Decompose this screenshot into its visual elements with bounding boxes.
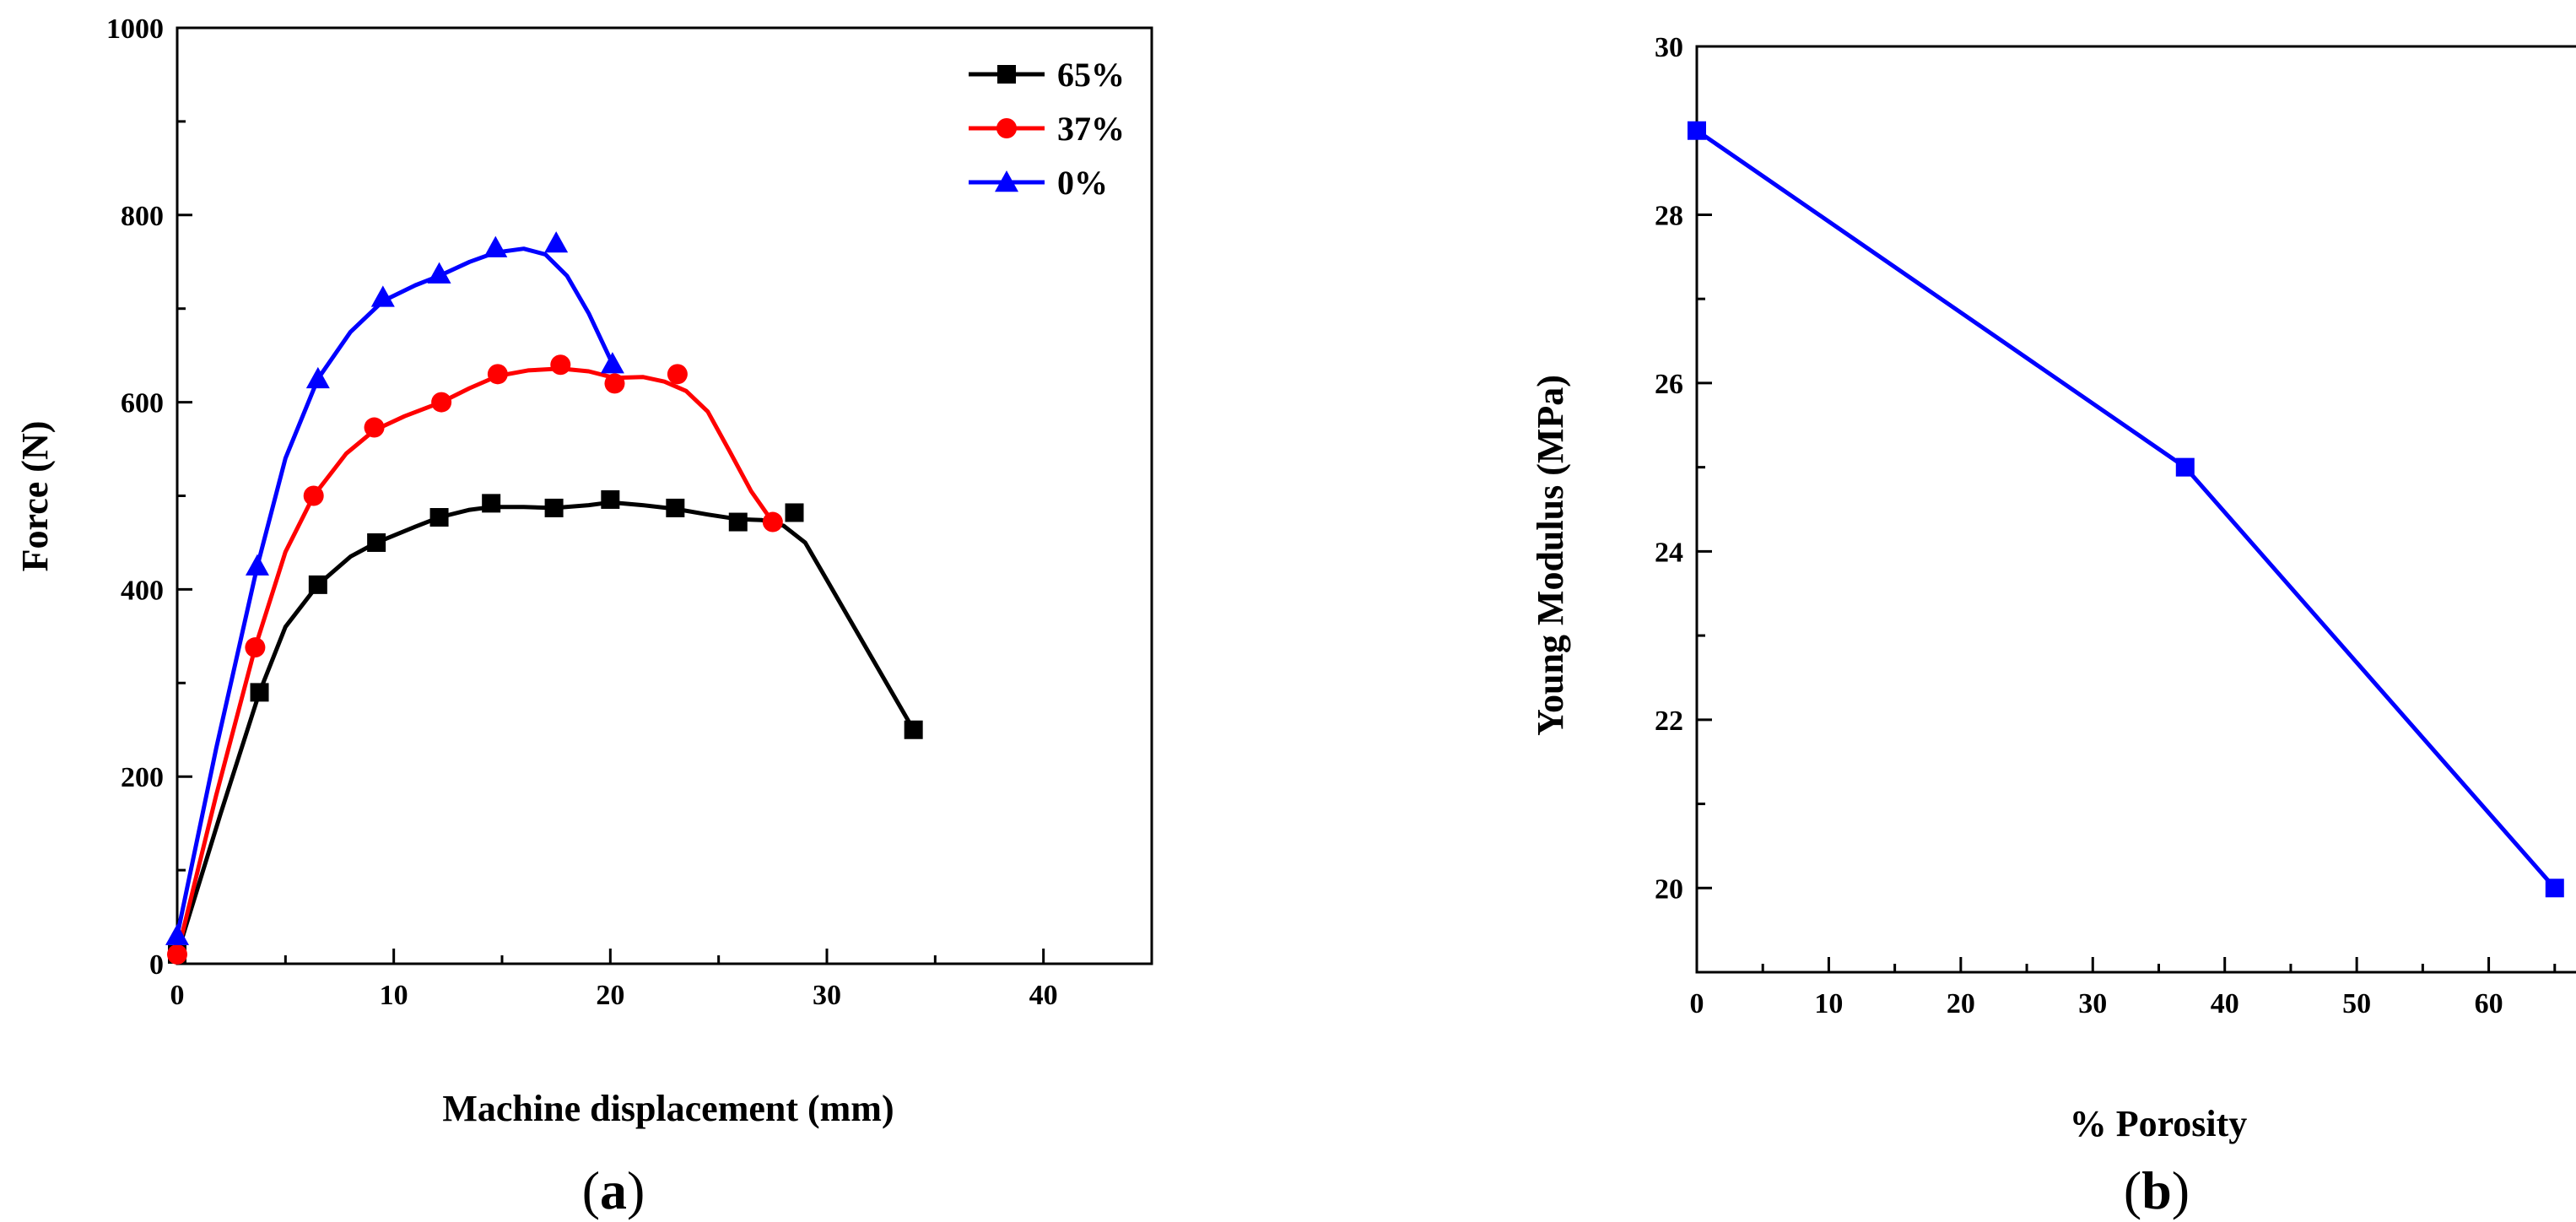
panel-a-series-65pct-point xyxy=(250,683,269,702)
panel-a-series-37pct-point xyxy=(431,392,452,413)
panel-b-young-modulus-chart: 010203040506070202224262830 % Porosity Y… xyxy=(1530,32,2576,1220)
panel-b-x-tick-label: 10 xyxy=(1814,988,1843,1019)
panel-a-series-37pct-point xyxy=(303,485,324,506)
panel-a-series-37pct-point xyxy=(604,373,625,394)
panel-b-y-tick-label: 26 xyxy=(1655,369,1683,400)
panel-b-x-tick-label: 20 xyxy=(1947,988,1975,1019)
panel-a-series-65pct-point xyxy=(728,512,748,532)
panel-a-x-tick-label: 30 xyxy=(813,980,841,1011)
panel-b-x-axis-label: % Porosity xyxy=(2070,1103,2248,1144)
panel-a-series-37pct-point xyxy=(667,364,688,385)
panel-a-x-tick-label: 0 xyxy=(170,980,185,1011)
panel-a-series-65pct-point xyxy=(785,503,804,522)
panel-a-caption-close: ) xyxy=(627,1160,645,1220)
panel-a-series-0pct-point xyxy=(370,285,395,307)
panel-a-y-axis-label: Force (N) xyxy=(14,421,56,572)
panel-b-series-young-modulus-point xyxy=(2545,879,2564,898)
panel-a-legend-0pct-marker xyxy=(995,170,1018,192)
panel-b-y-tick-label: 24 xyxy=(1655,537,1683,568)
panel-b-caption-letter: b xyxy=(2141,1160,2172,1220)
panel-a-series-0pct-line xyxy=(175,246,615,937)
panel-a-series-65pct-line xyxy=(175,500,915,955)
panel-a-caption-open: ( xyxy=(582,1160,600,1220)
panel-a-y-tick-label: 0 xyxy=(149,949,164,981)
panel-b-y-tick-label: 28 xyxy=(1655,200,1683,231)
panel-a-y-tick-label: 800 xyxy=(121,201,164,232)
panel-a-caption-letter: a xyxy=(600,1160,627,1220)
panel-a-y-tick-label: 200 xyxy=(121,762,164,793)
panel-a-series-0pct-point xyxy=(600,352,624,374)
panel-b-ticks: 010203040506070202224262830 xyxy=(1655,32,2557,1019)
panel-a-series-0pct-point xyxy=(483,235,508,257)
panel-b-series-young-modulus-line xyxy=(1695,128,2557,889)
panel-b-plot-frame xyxy=(1695,45,2576,974)
panel-a-series-65pct-point xyxy=(666,498,685,517)
panel-b-y-axis-label: Young Modulus (MPa) xyxy=(1530,375,1571,736)
panel-b-series xyxy=(1688,121,2564,898)
panel-b-y-tick-label: 30 xyxy=(1655,32,1683,63)
panel-b-series-young-modulus-point xyxy=(1688,121,1706,140)
panel-a-series-0pct-point xyxy=(544,231,569,253)
panel-a-x-axis-label: Machine displacement (mm) xyxy=(442,1088,894,1129)
panel-b-y-tick-label: 20 xyxy=(1655,873,1683,905)
panel-a-series-0pct xyxy=(165,231,624,945)
panel-a-series-65pct-point xyxy=(904,720,923,739)
panel-a-legend-65pct-marker xyxy=(997,65,1016,84)
panel-a-y-tick-label: 1000 xyxy=(106,14,164,45)
panel-a-series-37pct-line xyxy=(175,366,775,955)
panel-a-series-65pct-point xyxy=(482,494,501,513)
panel-a-series-0pct-point xyxy=(305,366,330,389)
panel-b-y-tick-label: 22 xyxy=(1655,706,1683,737)
panel-b-x-tick-label: 50 xyxy=(2342,988,2371,1019)
panel-a-series-37pct-point xyxy=(364,417,385,438)
panel-a-series-65pct-point xyxy=(544,498,564,517)
panel-a-series-65pct-point xyxy=(429,508,449,527)
panel-a-x-tick-label: 10 xyxy=(380,980,408,1011)
panel-a-y-tick-label: 600 xyxy=(121,388,164,419)
panel-a-legend: 65% 37% 0% xyxy=(969,56,1125,202)
panel-b-x-tick-label: 40 xyxy=(2211,988,2239,1019)
panel-b-series-young-modulus-point xyxy=(2175,457,2195,477)
panel-a-series xyxy=(165,231,923,965)
panel-a-series-37pct-point xyxy=(245,637,266,658)
panel-b-caption-open: ( xyxy=(2124,1160,2141,1220)
panel-b-x-tick-label: 60 xyxy=(2475,988,2503,1019)
panel-a-y-tick-label: 400 xyxy=(121,575,164,606)
panel-a-series-37pct-point xyxy=(762,511,783,533)
panel-a-series-65pct-point xyxy=(367,533,386,552)
panel-a-legend-37pct-label: 37% xyxy=(1057,110,1125,148)
panel-a-series-0pct-point xyxy=(245,554,269,576)
panel-a-series-0pct-point xyxy=(427,262,451,284)
panel-a-legend-0pct-label: 0% xyxy=(1057,164,1108,202)
panel-a-x-tick-label: 40 xyxy=(1029,980,1058,1011)
panel-a-legend-65pct-label: 65% xyxy=(1057,56,1125,94)
panel-b-caption-close: ) xyxy=(2172,1160,2190,1220)
panel-a-series-37pct xyxy=(167,354,783,965)
panel-a-series-65pct-point xyxy=(601,489,620,509)
panel-a-series-37pct-point xyxy=(167,944,187,965)
panel-a-caption: (a) xyxy=(582,1160,645,1220)
panel-b-caption: (b) xyxy=(2124,1160,2190,1220)
panel-b-series-young-modulus xyxy=(1688,121,2564,898)
panel-a-x-tick-label: 20 xyxy=(596,980,624,1011)
panel-a-series-37pct-point xyxy=(550,354,571,376)
panel-a-series-65pct-point xyxy=(308,575,327,594)
panel-a-series-37pct-point xyxy=(487,364,508,385)
panel-a-legend-37pct-marker xyxy=(996,118,1017,138)
panel-b-x-tick-label: 0 xyxy=(1690,988,1704,1019)
panel-a-series-0pct-point xyxy=(165,923,189,945)
panel-b-x-tick-label: 30 xyxy=(2078,988,2107,1019)
